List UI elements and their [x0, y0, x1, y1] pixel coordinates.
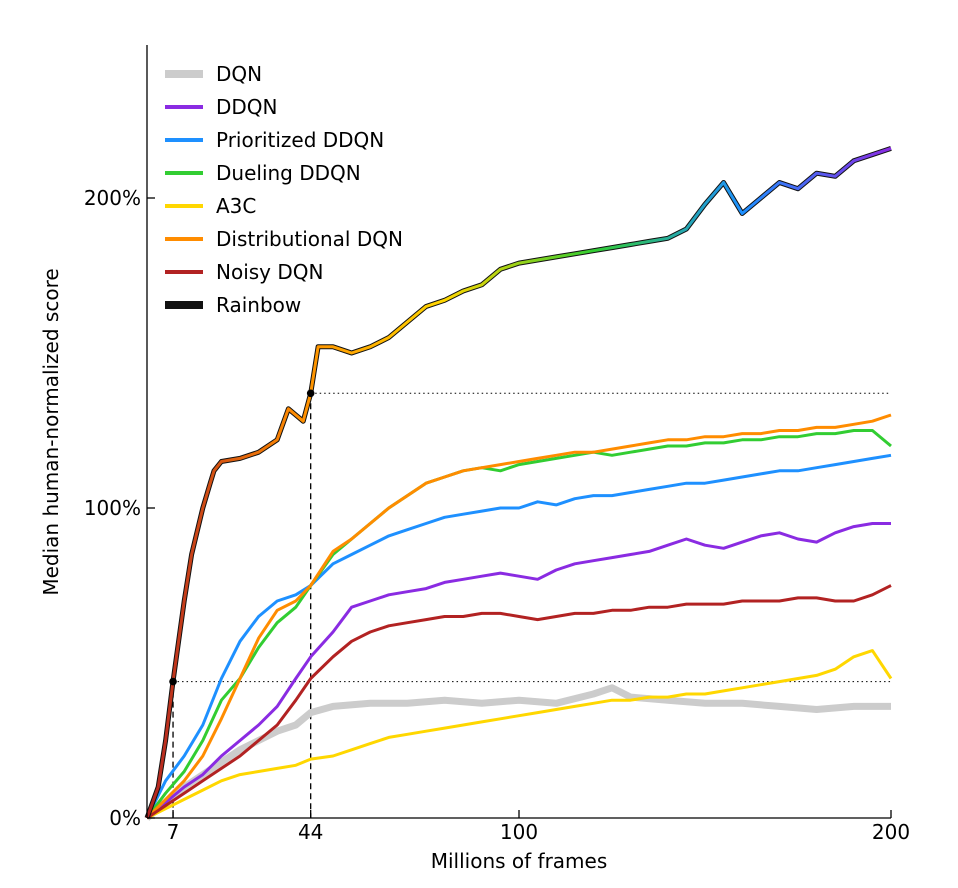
x-tick-label: 44 [298, 820, 323, 844]
legend-label-ddqn: DDQN [216, 95, 278, 119]
x-tick-label: 100 [500, 820, 538, 844]
reference-lines [172, 392, 891, 818]
x-tick-label: 200 [872, 820, 910, 844]
reference-points [169, 389, 315, 686]
x-ticks: 7 44 100 200 [167, 810, 910, 844]
prioritized-ddqn-line [145, 453, 892, 819]
legend-label-rainbow: Rainbow [216, 293, 301, 317]
legend-label-dqn: DQN [216, 62, 262, 86]
a3c-line [146, 649, 893, 820]
y-tick-label: 200% [84, 186, 141, 210]
reference-point [306, 389, 315, 398]
legend: DQN DDQN Prioritized DDQN Dueling DDQN A3C Di… [165, 62, 403, 317]
legend-label-dueling-ddqn: Dueling DDQN [216, 161, 361, 185]
series-layer [144, 146, 893, 821]
legend-label-noisy-dqn: Noisy DQN [216, 260, 323, 284]
legend-label-distributional-dqn: Distributional DQN [216, 227, 403, 251]
dqn-line [144, 684, 891, 821]
reference-point [169, 677, 177, 686]
y-ticks: 0% 100% 200% [84, 186, 155, 830]
legend-label-a3c: A3C [216, 194, 256, 218]
rainbow-line [145, 146, 892, 819]
y-tick-label: 100% [84, 496, 141, 520]
x-axis-label: Millions of frames [431, 849, 608, 873]
dueling-ddqn-line [145, 429, 892, 819]
distributional-dqn-line [145, 413, 892, 820]
noisy-dqn-line [146, 584, 892, 820]
legend-label-prioritized-ddqn: Prioritized DDQN [216, 128, 384, 152]
x-tick-label: 7 [167, 820, 180, 844]
y-axis-label: Median human-normalized score [39, 268, 63, 595]
ddqn-line [146, 522, 891, 820]
y-tick-label: 0% [109, 806, 141, 830]
